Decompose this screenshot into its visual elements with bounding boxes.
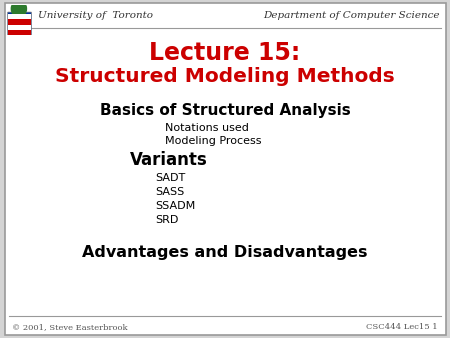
Text: SASS: SASS (155, 187, 184, 197)
Text: Modeling Process: Modeling Process (165, 136, 261, 146)
Text: CSC444 Lec15 1: CSC444 Lec15 1 (366, 323, 438, 331)
Text: University of  Toronto: University of Toronto (38, 10, 153, 20)
Bar (8, 25, 31, 30)
Text: © 2001, Steve Easterbrook: © 2001, Steve Easterbrook (12, 323, 128, 331)
Text: SRD: SRD (155, 215, 178, 225)
FancyBboxPatch shape (8, 12, 32, 36)
Text: Structured Modeling Methods: Structured Modeling Methods (55, 67, 395, 86)
Text: Department of Computer Science: Department of Computer Science (264, 10, 440, 20)
Text: SADT: SADT (155, 173, 185, 183)
Text: Lecture 15:: Lecture 15: (149, 41, 301, 65)
Text: SSADM: SSADM (155, 201, 195, 211)
Bar (8, 14, 31, 19)
Bar (8, 19, 31, 25)
Text: Variants: Variants (130, 151, 208, 169)
Text: Advantages and Disadvantages: Advantages and Disadvantages (82, 245, 368, 261)
Text: Basics of Structured Analysis: Basics of Structured Analysis (99, 102, 351, 118)
Circle shape (11, 0, 27, 17)
Bar (8, 30, 31, 35)
Text: Notations used: Notations used (165, 123, 249, 133)
